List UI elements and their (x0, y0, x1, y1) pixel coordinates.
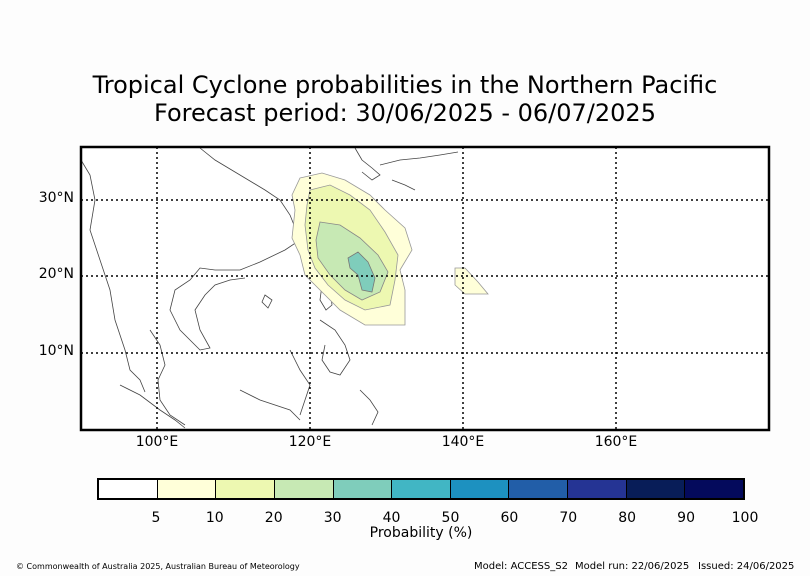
colorbar-tick-label: 90 (677, 510, 695, 526)
colorbar-cell (626, 480, 686, 498)
lat-label-10n: 10°N (38, 343, 74, 359)
colorbar-cell (450, 480, 510, 498)
issued-date: Issued: 24/06/2025 (698, 561, 795, 572)
colorbar-tick-label: 10 (205, 510, 224, 526)
colorbar-cell (568, 480, 627, 498)
lon-label-100e: 100°E (135, 434, 179, 450)
lon-label-120e: 120°E (288, 434, 332, 450)
colorbar-tick-label: 100 (731, 510, 759, 526)
colorbar-tick-label: 70 (559, 510, 578, 526)
model-run: Model run: 22/06/2025 (575, 561, 690, 572)
colorbar-tick-label: 40 (382, 510, 401, 526)
colorbar-cell (157, 480, 217, 498)
forecast-period: Forecast period: 30/06/2025 - 06/07/2025 (154, 99, 656, 127)
colorbar-tick-label: 80 (618, 510, 637, 526)
model-name: Model: ACCESS_S2 (474, 561, 568, 572)
colorbar-cell (685, 480, 744, 498)
colorbar-cell (99, 480, 158, 498)
colorbar-tick-label: 30 (323, 510, 342, 526)
map-frame (79, 145, 771, 432)
chart-title: Tropical Cyclone probabilities in the No… (92, 71, 718, 99)
colorbar-tick-label: 60 (500, 510, 519, 526)
colorbar-cell (274, 480, 334, 498)
lat-label-20n: 20°N (38, 266, 74, 282)
colorbar-label: Probability (%) (369, 525, 473, 541)
colorbar-cell (333, 480, 393, 498)
colorbar-tick-label: 5 (151, 510, 161, 526)
lon-label-160e: 160°E (594, 434, 638, 450)
colorbar-cell (392, 480, 451, 498)
probability-contours (291, 172, 489, 326)
copyright-text: © Commonwealth of Australia 2025, Austra… (16, 562, 300, 571)
colorbar-tick-label: 20 (264, 510, 283, 526)
lat-label-30n: 30°N (38, 190, 74, 206)
lon-label-140e: 140°E (441, 434, 485, 450)
colorbar-cell (509, 480, 569, 498)
gridlines (81, 147, 769, 430)
colorbar-cell (216, 480, 275, 498)
colorbar (97, 478, 745, 500)
colorbar-tick-label: 50 (441, 510, 460, 526)
